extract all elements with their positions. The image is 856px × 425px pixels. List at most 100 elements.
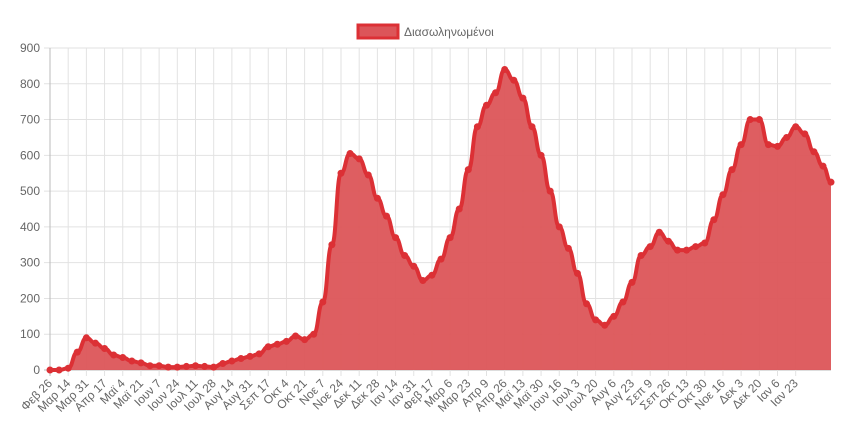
data-point[interactable] [237, 355, 245, 363]
data-point[interactable] [473, 123, 481, 131]
data-point[interactable] [664, 237, 672, 245]
data-point[interactable] [592, 316, 600, 324]
legend-swatch [356, 23, 400, 40]
data-point[interactable] [201, 362, 209, 370]
data-point[interactable] [428, 271, 436, 279]
data-point[interactable] [319, 298, 327, 306]
data-point[interactable] [628, 278, 636, 286]
data-point[interactable] [282, 337, 290, 345]
data-point[interactable] [455, 205, 463, 213]
data-point[interactable] [246, 352, 254, 360]
data-point[interactable] [464, 166, 472, 174]
data-point[interactable] [555, 223, 563, 231]
data-point[interactable] [101, 345, 109, 353]
data-point[interactable] [373, 194, 381, 202]
data-point[interactable] [328, 241, 336, 249]
data-point[interactable] [764, 141, 772, 149]
data-point[interactable] [346, 150, 354, 158]
data-point[interactable] [192, 362, 200, 370]
y-tick-label: 100 [20, 327, 40, 341]
data-point[interactable] [610, 312, 618, 320]
data-point[interactable] [728, 166, 736, 174]
data-point[interactable] [755, 116, 763, 124]
y-tick-label: 200 [20, 291, 40, 305]
data-point[interactable] [819, 162, 827, 170]
data-point[interactable] [537, 151, 545, 159]
data-point[interactable] [292, 332, 300, 340]
data-point[interactable] [219, 360, 227, 368]
data-point[interactable] [774, 142, 782, 150]
data-point[interactable] [437, 255, 445, 263]
data-point[interactable] [683, 246, 691, 254]
data-point[interactable] [119, 353, 127, 361]
data-point[interactable] [55, 366, 63, 374]
data-point[interactable] [792, 123, 800, 131]
data-point[interactable] [701, 239, 709, 247]
data-point[interactable] [210, 363, 218, 371]
data-point[interactable] [355, 155, 363, 163]
data-point[interactable] [46, 366, 54, 374]
data-point[interactable] [410, 262, 418, 270]
data-point[interactable] [264, 343, 272, 351]
data-point[interactable] [519, 94, 527, 102]
data-point[interactable] [182, 362, 190, 370]
data-point[interactable] [446, 234, 454, 242]
data-point[interactable] [528, 123, 536, 131]
y-tick-label: 0 [33, 363, 40, 377]
data-point[interactable] [601, 321, 609, 329]
data-point[interactable] [137, 359, 145, 367]
y-tick-label: 300 [20, 256, 40, 270]
data-point[interactable] [364, 171, 372, 179]
data-point[interactable] [673, 246, 681, 254]
data-point[interactable] [710, 216, 718, 224]
y-tick-label: 500 [20, 184, 40, 198]
data-point[interactable] [746, 116, 754, 124]
data-point[interactable] [82, 334, 90, 342]
data-point[interactable] [783, 133, 791, 141]
data-point[interactable] [564, 244, 572, 252]
series-fill [50, 69, 831, 370]
data-point[interactable] [501, 65, 509, 73]
data-point[interactable] [110, 351, 118, 359]
data-point[interactable] [392, 234, 400, 242]
data-point[interactable] [128, 357, 136, 365]
data-point[interactable] [419, 277, 427, 285]
data-point[interactable] [337, 169, 345, 177]
data-point[interactable] [91, 339, 99, 347]
data-point[interactable] [827, 178, 835, 186]
legend[interactable]: Διασωληνωμένοι [356, 23, 494, 40]
data-point[interactable] [146, 362, 154, 370]
data-point[interactable] [801, 130, 809, 138]
data-point[interactable] [510, 76, 518, 84]
data-point[interactable] [573, 269, 581, 277]
y-tick-label: 800 [20, 77, 40, 91]
data-point[interactable] [64, 364, 72, 372]
data-point[interactable] [692, 243, 700, 251]
data-point[interactable] [637, 252, 645, 260]
data-point[interactable] [646, 243, 654, 251]
data-point[interactable] [228, 357, 236, 365]
data-point[interactable] [401, 252, 409, 260]
data-point[interactable] [73, 348, 81, 356]
data-point[interactable] [492, 89, 500, 97]
data-point[interactable] [737, 141, 745, 149]
data-point[interactable] [155, 362, 163, 370]
series-area [46, 65, 835, 374]
data-point[interactable] [810, 148, 818, 156]
data-point[interactable] [273, 340, 281, 348]
data-point[interactable] [583, 300, 591, 308]
data-point[interactable] [546, 187, 554, 195]
data-point[interactable] [619, 298, 627, 306]
data-point[interactable] [483, 101, 491, 109]
data-point[interactable] [382, 212, 390, 220]
legend-label: Διασωληνωμένοι [404, 25, 494, 39]
data-point[interactable] [655, 228, 663, 236]
data-point[interactable] [255, 350, 263, 358]
data-point[interactable] [164, 363, 172, 371]
y-tick-label: 400 [20, 220, 40, 234]
data-point[interactable] [719, 191, 727, 199]
data-point[interactable] [301, 336, 309, 344]
data-point[interactable] [310, 330, 318, 338]
data-point[interactable] [173, 363, 181, 371]
